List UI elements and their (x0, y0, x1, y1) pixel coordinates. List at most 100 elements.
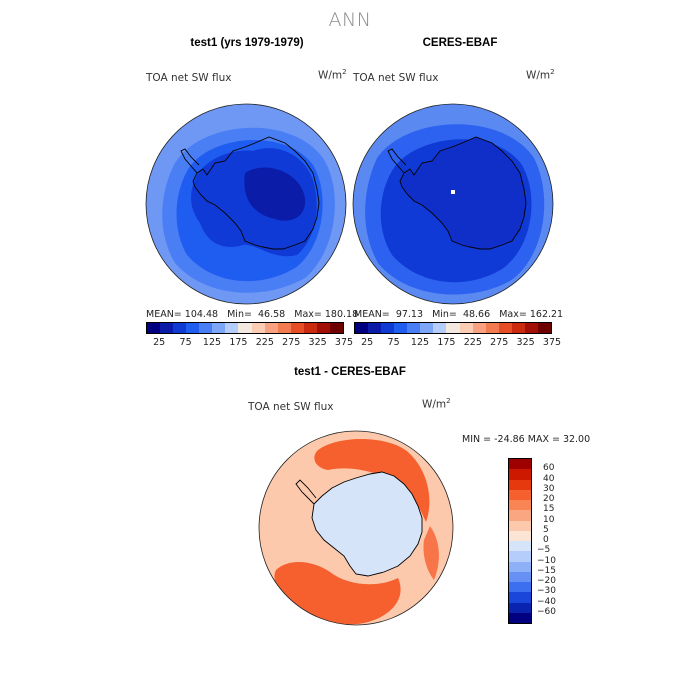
colorbar-swatch (509, 551, 531, 562)
colorbar-tick-label: 75 (179, 337, 192, 348)
colorbar-tick-label: −15 (537, 565, 556, 576)
colorbar-tick-label: 275 (490, 337, 509, 348)
right-colorbar (354, 322, 552, 334)
right-antarctic-peninsula (387, 148, 407, 174)
left-polar-map (145, 103, 347, 305)
left-colorbar (146, 322, 344, 334)
colorbar-tick-label: −10 (537, 555, 556, 566)
left-map-core (244, 167, 306, 221)
colorbar-tick-label: 20 (543, 494, 555, 504)
diff-map-hot-south (274, 561, 401, 625)
colorbar-tick-label: 30 (543, 483, 555, 494)
colorbar-tick-label: 25 (153, 337, 166, 348)
colorbar-swatch (509, 592, 531, 603)
colorbar-tick-label: 375 (542, 337, 562, 348)
colorbar-swatch (329, 323, 343, 333)
colorbar-swatch (212, 323, 226, 333)
colorbar-swatch (509, 561, 531, 572)
colorbar-tick-label: 0 (543, 535, 549, 545)
colorbar-tick-label: −5 (537, 545, 551, 556)
colorbar-swatch (509, 612, 531, 623)
colorbar-swatch (303, 323, 317, 333)
right-polar-map (352, 103, 554, 305)
right-antarctica-coastline (399, 136, 527, 250)
colorbar-tick-label: 75 (387, 337, 400, 348)
right-map-missing-pole (451, 190, 455, 194)
colorbar-tick-label: 325 (516, 337, 535, 348)
diff-units-label: W/m2 (422, 397, 451, 411)
right-stats: MEAN= 97.13 Min= 48.66 Max= 162.21 (354, 309, 564, 320)
colorbar-tick-label: 375 (334, 337, 354, 348)
colorbar-swatch (238, 323, 252, 333)
colorbar-swatch (355, 323, 369, 333)
diff-antarctica-coastline (311, 471, 423, 577)
diff-map-hot-east (423, 526, 439, 580)
colorbar-tick-label: 175 (437, 337, 456, 348)
colorbar-swatch (537, 323, 551, 333)
colorbar-tick-label: 10 (543, 514, 555, 525)
diff-polar-map (258, 430, 454, 626)
diff-map-cool-land (312, 472, 422, 576)
main-title: ANN (328, 9, 372, 31)
colorbar-swatch (394, 323, 408, 333)
colorbar-swatch (509, 510, 531, 521)
colorbar-tick-label: −30 (537, 586, 556, 597)
colorbar-swatch (509, 500, 531, 511)
colorbar-swatch (459, 323, 473, 333)
colorbar-swatch (407, 323, 421, 333)
left-antarctica-coastline (192, 136, 320, 250)
colorbar-swatch (199, 323, 213, 333)
colorbar-swatch (446, 323, 460, 333)
diff-panel-title: test1 - CERES-EBAF (294, 366, 406, 378)
colorbar-swatch (225, 323, 239, 333)
diff-map-hot-north (314, 438, 430, 522)
diff-stats: MIN = -24.86 MAX = 32.00 (462, 434, 591, 445)
colorbar-swatch (524, 323, 538, 333)
diff-antarctic-peninsula (295, 479, 317, 505)
colorbar-swatch (433, 323, 447, 333)
colorbar-swatch (381, 323, 395, 333)
colorbar-tick-label: 225 (463, 337, 482, 348)
colorbar-swatch (160, 323, 174, 333)
right-colorbar-labels: 25 75 125 175 225 275 325 375 (354, 334, 561, 348)
colorbar-tick-label: 325 (308, 337, 327, 348)
colorbar-swatch (511, 323, 525, 333)
right-variable-label: TOA net SW flux (353, 72, 439, 84)
colorbar-tick-label: 5 (543, 524, 549, 535)
colorbar-swatch (509, 541, 531, 552)
colorbar-swatch (509, 459, 531, 470)
colorbar-tick-label: 225 (255, 337, 274, 348)
left-units-label: W/m2 (318, 68, 347, 82)
colorbar-tick-label: 60 (543, 463, 555, 474)
colorbar-tick-label: 40 (543, 473, 555, 484)
colorbar-swatch (485, 323, 499, 333)
colorbar-swatch (509, 469, 531, 480)
left-antarctic-peninsula (180, 148, 200, 174)
colorbar-tick-label: 25 (361, 337, 374, 348)
colorbar-swatch (147, 323, 161, 333)
colorbar-swatch (173, 323, 187, 333)
colorbar-tick-label: −60 (537, 606, 556, 617)
colorbar-swatch (316, 323, 330, 333)
colorbar-swatch (264, 323, 278, 333)
diff-colorbar (508, 458, 532, 624)
left-colorbar-labels: 25 75 125 175 225 275 325 375 (146, 334, 353, 348)
colorbar-swatch (472, 323, 486, 333)
colorbar-swatch (290, 323, 304, 333)
colorbar-swatch (509, 520, 531, 531)
colorbar-tick-label: −40 (537, 596, 556, 607)
colorbar-swatch (186, 323, 200, 333)
diff-variable-label: TOA net SW flux (248, 401, 334, 413)
colorbar-swatch (498, 323, 512, 333)
colorbar-swatch (509, 582, 531, 593)
colorbar-swatch (277, 323, 291, 333)
colorbar-swatch (509, 602, 531, 613)
colorbar-swatch (420, 323, 434, 333)
left-variable-label: TOA net SW flux (146, 72, 232, 84)
colorbar-swatch (509, 571, 531, 582)
colorbar-tick-label: 275 (282, 337, 301, 348)
right-panel-title: CERES-EBAF (422, 37, 498, 49)
colorbar-swatch (509, 489, 531, 500)
left-stats: MEAN= 104.48 Min= 46.58 Max= 180.18 (146, 309, 359, 320)
colorbar-tick-label: 15 (543, 504, 555, 515)
